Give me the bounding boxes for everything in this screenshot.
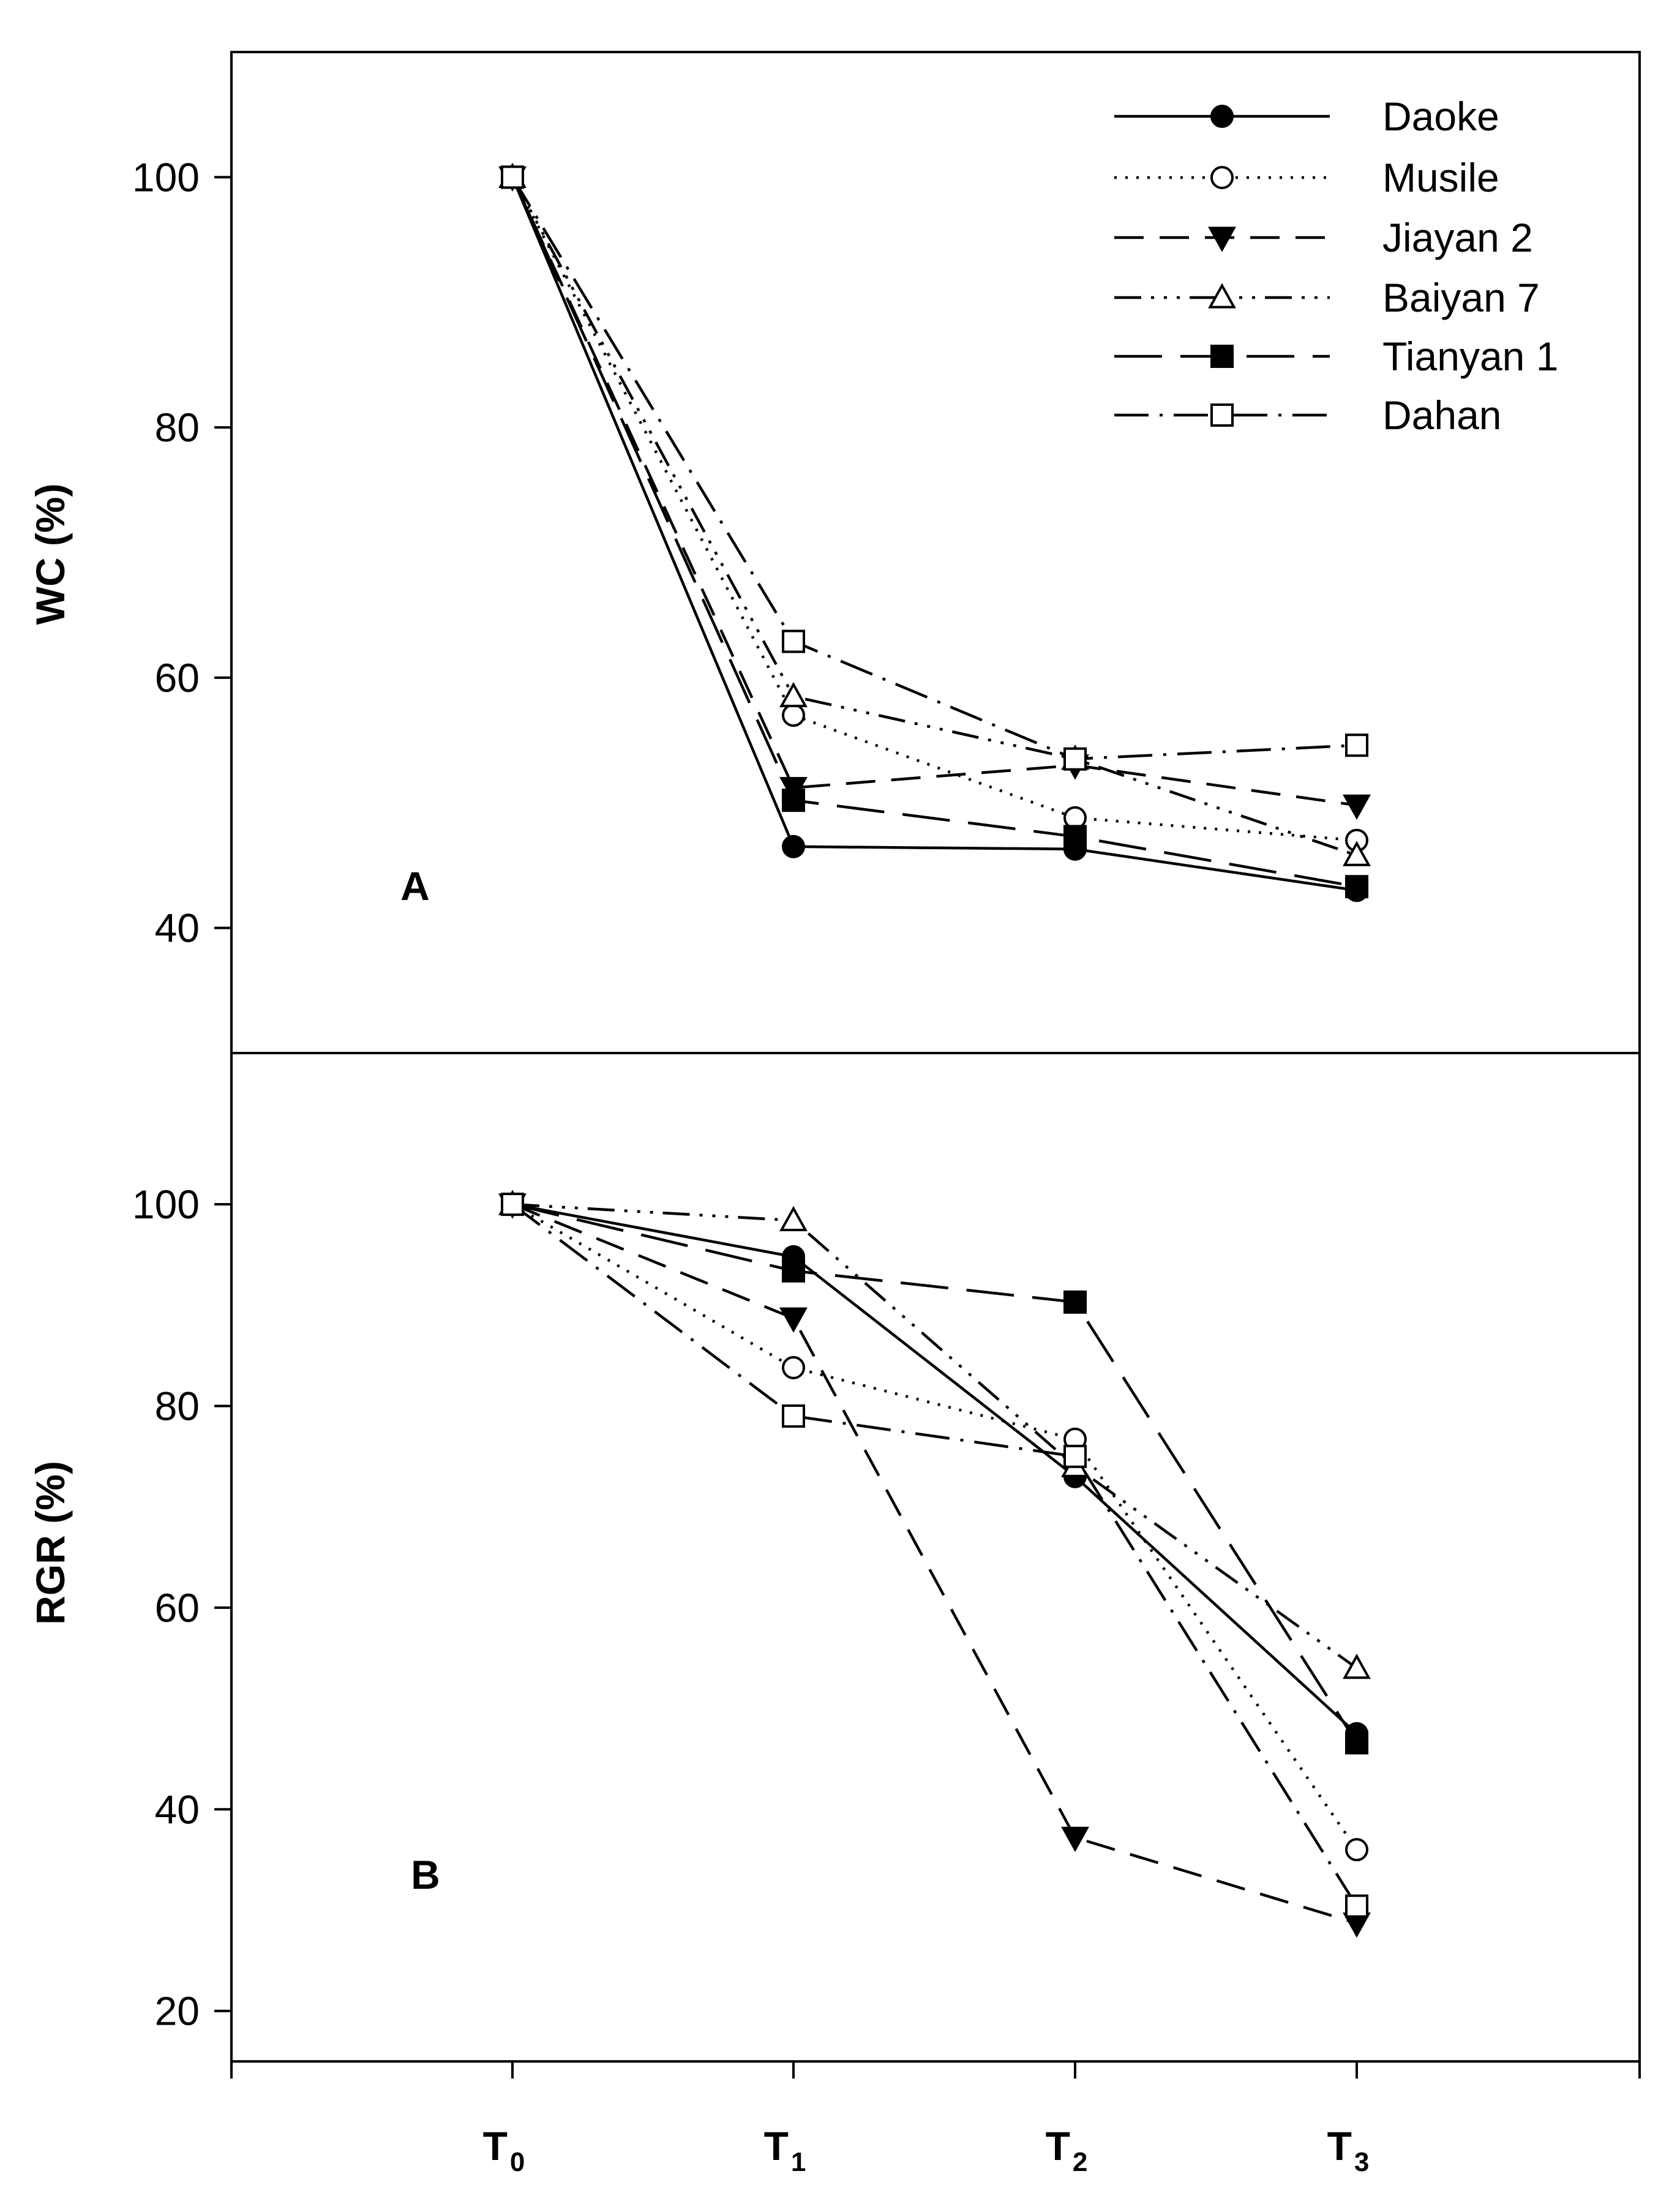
panel-b-y-tick-label-80: 80 bbox=[155, 1383, 200, 1428]
legend-label-daoke: Daoke bbox=[1382, 94, 1499, 139]
panel-b-y-tick-label-60: 60 bbox=[155, 1585, 200, 1630]
panel-b-point-dahan-t0 bbox=[501, 1193, 524, 1217]
panel-b-series-line-daoke bbox=[512, 1202, 1358, 1735]
panel-b-point-dahan-t2 bbox=[1063, 1444, 1087, 1468]
panel-a: 40 60 80 100 WC (%) A bbox=[28, 51, 1641, 1054]
panel-b-series-line-baiyan-7 bbox=[512, 1202, 1358, 1670]
panel-a-series-line-jiayan-2 bbox=[511, 176, 1357, 807]
panel-b-point-musile-t1 bbox=[782, 1355, 805, 1379]
panel-a-frame bbox=[230, 51, 1641, 1054]
panel-b-y-tick-label-40: 40 bbox=[155, 1787, 200, 1832]
panel-b-point-baiyan-7-t1 bbox=[779, 1205, 808, 1232]
legend-label-baiyan-7: Baiyan 7 bbox=[1382, 275, 1540, 320]
panel-a-y-axis-title: WC (%) bbox=[28, 484, 73, 625]
panel-a-point-daoke-t1 bbox=[782, 834, 805, 858]
legend-label-dahan: Dahan bbox=[1382, 392, 1502, 438]
x-tick-label-t2: T2 bbox=[1046, 2123, 1088, 2177]
panel-b: 20 40 60 80 100 RGR (%) B bbox=[28, 1052, 1641, 2063]
panel-b-y-axis-title: RGR (%) bbox=[28, 1461, 73, 1625]
panel-a-point-dahan-t0 bbox=[501, 165, 524, 189]
panel-b-point-baiyan-7-t3 bbox=[1343, 1654, 1371, 1679]
legend-label-jiayan-2: Jiayan 2 bbox=[1382, 215, 1533, 260]
legend-marker-tianyan-1 bbox=[1210, 345, 1234, 368]
panel-a-point-dahan-t1 bbox=[782, 629, 805, 653]
panel-b-point-tianyan-1-t1 bbox=[782, 1259, 805, 1283]
panel-a-series-line-baiyan-7 bbox=[511, 176, 1357, 857]
panel-b-y-tick-label-20: 20 bbox=[155, 1989, 200, 2034]
panel-a-y-tick-label-40: 40 bbox=[155, 906, 200, 951]
x-tick-label-t3: T3 bbox=[1327, 2123, 1370, 2177]
x-tick-label-t1: T1 bbox=[764, 2123, 806, 2177]
panel-a-series-line-daoke bbox=[511, 176, 1357, 892]
panel-a-point-dahan-t2 bbox=[1063, 747, 1087, 771]
panel-b-point-tianyan-1-t2 bbox=[1063, 1290, 1087, 1314]
panel-a-y-tick-label-100: 100 bbox=[132, 154, 200, 200]
legend-marker-daoke bbox=[1210, 105, 1234, 128]
legend: Daoke Musile Jiayan 2 Baiyan 7 Tianyan 1 Daha… bbox=[1114, 94, 1558, 438]
panel-a-label: A bbox=[400, 863, 430, 909]
legend-marker-musile bbox=[1210, 166, 1234, 189]
panel-a-series-line-tianyan-1 bbox=[511, 176, 1357, 888]
panel-a-point-tianyan-1-t2 bbox=[1063, 825, 1087, 849]
panel-a-series-line-musile bbox=[511, 176, 1357, 842]
panel-a-point-tianyan-1-t1 bbox=[782, 789, 805, 812]
panel-b-y-tick-label-100: 100 bbox=[132, 1182, 200, 1227]
legend-marker-jiayan-2 bbox=[1208, 227, 1236, 252]
legend-label-tianyan-1: Tianyan 1 bbox=[1382, 334, 1558, 379]
panel-b-frame bbox=[230, 1052, 1641, 2063]
shared-x-axis: T0 T1 T2 T3 bbox=[230, 2061, 1641, 2177]
panel-a-point-baiyan-7-t3 bbox=[1343, 841, 1371, 866]
panel-b-label: B bbox=[411, 1852, 440, 1897]
x-tick-label-sub-t0: 0 bbox=[510, 2147, 525, 2177]
panel-a-point-musile-t1 bbox=[782, 703, 805, 727]
legend-label-musile: Musile bbox=[1382, 155, 1499, 200]
legend-marker-baiyan-7 bbox=[1208, 283, 1236, 309]
panel-b-series-line-tianyan-1 bbox=[512, 1202, 1358, 1744]
panel-b-point-jiayan-2-t2 bbox=[1061, 1826, 1089, 1853]
x-tick-label-t0: T0 bbox=[483, 2123, 525, 2177]
panel-a-point-baiyan-7-t1 bbox=[779, 681, 808, 708]
panel-b-point-musile-t3 bbox=[1345, 1838, 1368, 1862]
panel-b-series-line-dahan bbox=[511, 1203, 1358, 1907]
x-tick-label-sub-t1: 1 bbox=[791, 2147, 806, 2177]
legend-marker-dahan bbox=[1210, 403, 1234, 427]
x-tick-label-sub-t3: 3 bbox=[1354, 2147, 1369, 2177]
panel-a-point-tianyan-1-t3 bbox=[1345, 875, 1368, 899]
panel-a-point-jiayan-2-t3 bbox=[1343, 794, 1371, 820]
panel-b-point-tianyan-1-t3 bbox=[1345, 1731, 1368, 1755]
panel-a-y-tick-label-80: 80 bbox=[155, 405, 200, 450]
panel-b-point-dahan-t1 bbox=[782, 1404, 805, 1428]
panel-a-y-tick-label-60: 60 bbox=[155, 655, 200, 700]
panel-b-series-line-musile bbox=[511, 1203, 1358, 1851]
panel-b-point-jiayan-2-t1 bbox=[779, 1307, 808, 1333]
panel-a-series-line-dahan bbox=[511, 176, 1357, 760]
panel-b-series-line-jiayan-2 bbox=[512, 1202, 1357, 1925]
panel-b-point-dahan-t3 bbox=[1345, 1894, 1368, 1918]
panel-a-point-dahan-t3 bbox=[1345, 733, 1368, 757]
x-tick-label-sub-t2: 2 bbox=[1073, 2147, 1087, 2177]
